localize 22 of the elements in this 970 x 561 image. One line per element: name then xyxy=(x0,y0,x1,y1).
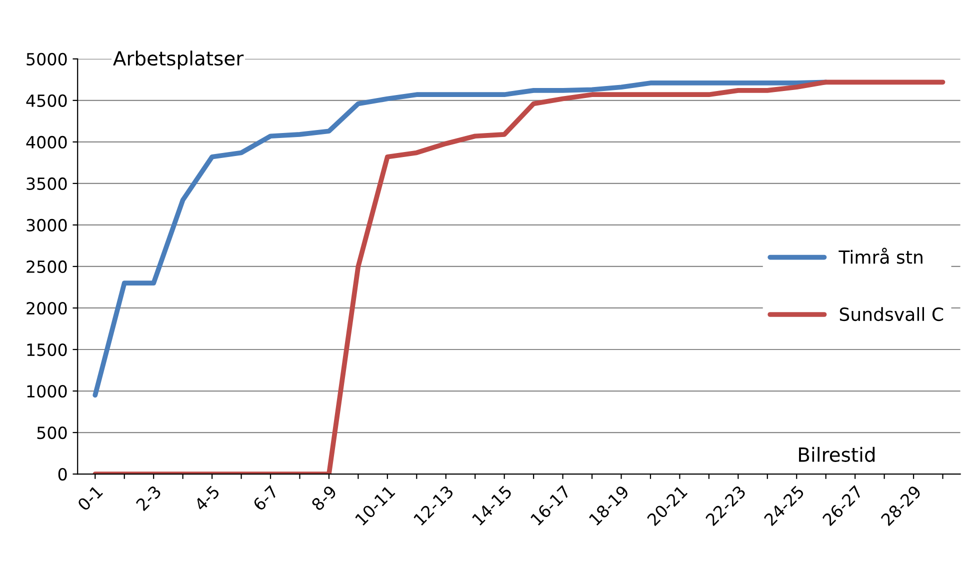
y-tick-label: 4500 xyxy=(26,94,67,107)
line-series xyxy=(92,80,946,474)
y-tick-label: 4000 xyxy=(26,136,67,148)
y-tick-label: 5000 xyxy=(26,52,67,66)
y-tick-label: 500 xyxy=(37,426,67,440)
x-tick-label: 2-3 xyxy=(135,484,162,512)
y-tick-label: 1500 xyxy=(27,343,67,356)
legend-label: Sundsvall C xyxy=(840,307,944,322)
legend-label: Timrå stn xyxy=(838,248,922,264)
y-tick-label: 0 xyxy=(58,468,67,481)
line-series xyxy=(92,80,828,398)
y-tick-label: 2500 xyxy=(26,260,67,274)
y-axis-title: Arbetsplatser xyxy=(113,50,244,70)
y-tick-label: 3000 xyxy=(26,218,67,232)
x-tick-label: 8-9 xyxy=(310,484,338,512)
y-tick-label: 2000 xyxy=(26,302,67,315)
x-tick-label: 0-1 xyxy=(76,485,104,512)
x-axis-title: Bilrestid xyxy=(799,446,875,462)
y-tick-label: 1000 xyxy=(27,384,67,398)
x-tick-label: 4-5 xyxy=(194,485,220,512)
x-tick-label: 6-7 xyxy=(252,484,279,512)
y-tick-label: 3500 xyxy=(26,177,67,190)
